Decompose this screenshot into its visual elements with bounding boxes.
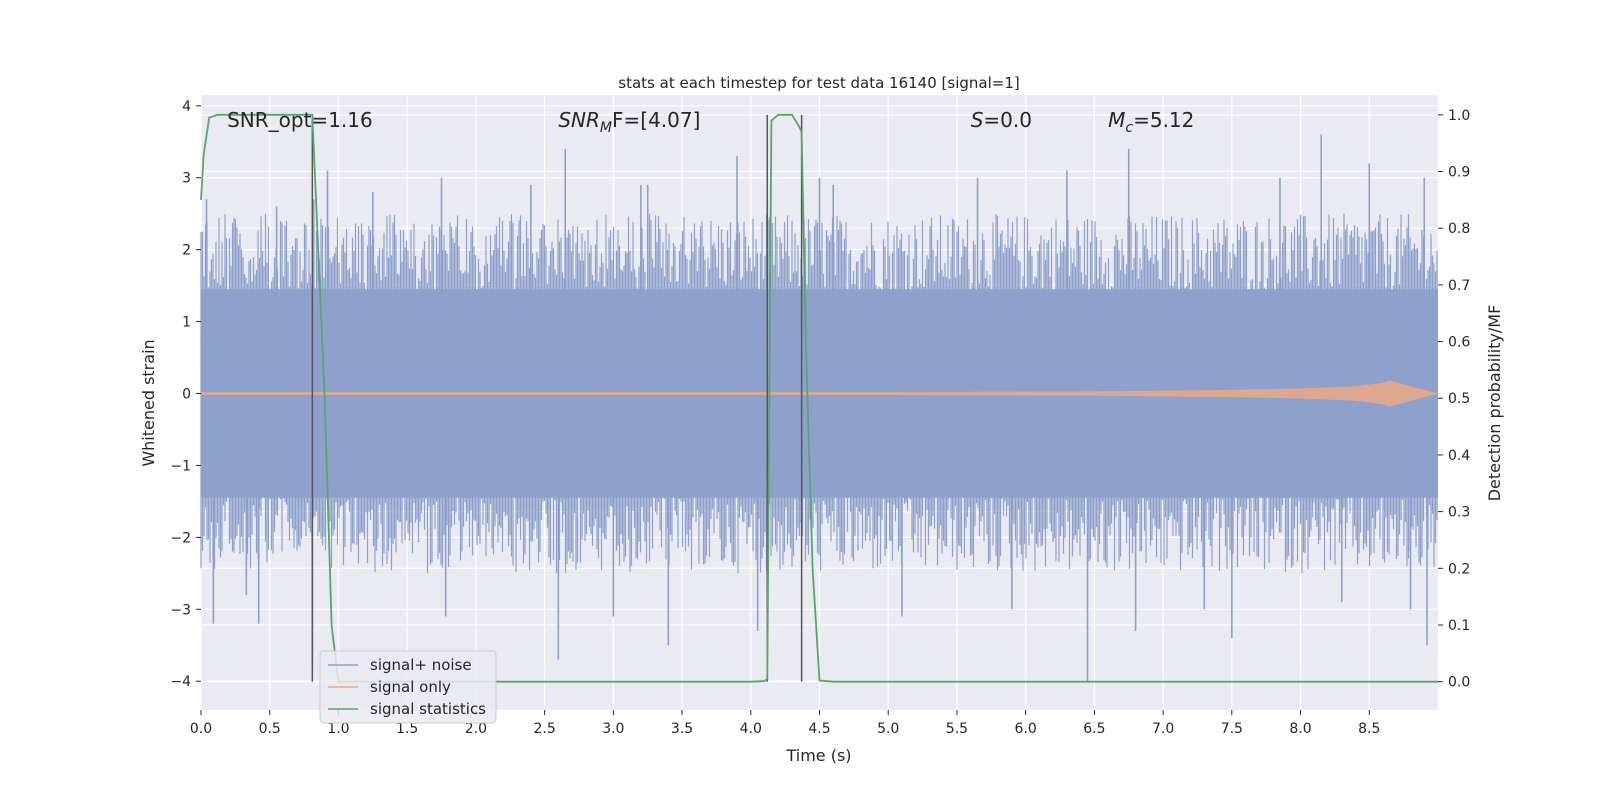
yr-tick-label-3: 0.3	[1448, 505, 1470, 521]
yl-tick-label-6: 2	[182, 243, 191, 259]
yr-tick-label-2: 0.2	[1448, 561, 1470, 577]
legend: signal+ noise signal only signal statist…	[319, 650, 497, 724]
legend-box	[319, 650, 497, 724]
x-tick-label-12: 6.0	[1015, 721, 1037, 737]
yr-tick-label-5: 0.5	[1448, 391, 1470, 407]
annotation-2: S=0.0	[971, 108, 1032, 132]
x-tick-label-2: 1.0	[327, 721, 349, 737]
x-tick-label-11: 5.5	[946, 721, 968, 737]
x-tick-label-13: 6.5	[1083, 721, 1105, 737]
yl-tick-label-8: 4	[182, 99, 191, 115]
y-left-axis-ticks: −4 −3 −2 −1 0 1 2 3 4	[170, 99, 201, 690]
annotation-1: SNRMF=[4.07]	[558, 108, 700, 136]
yr-tick-label-7: 0.7	[1448, 278, 1470, 294]
y-right-axis-label: Detection probability/MF	[1485, 305, 1504, 502]
x-tick-label-7: 3.5	[671, 721, 693, 737]
x-axis-ticks: 0.0 0.5 1.0 1.5 2.0 2.5 3.0 3.5 4.0 4.5 5.0 5.5 6.0 6…	[190, 710, 1380, 737]
x-tick-label-16: 8.0	[1289, 721, 1311, 737]
yl-tick-label-2: −2	[170, 530, 191, 546]
yr-tick-label-0: 0.0	[1448, 675, 1470, 691]
x-tick-label-4: 2.0	[465, 721, 487, 737]
annotation-0: SNR_opt=1.16	[227, 108, 373, 132]
x-tick-label-14: 7.0	[1152, 721, 1174, 737]
statistics-line	[200, 113, 1438, 683]
chart-title: stats at each timestep for test data 161…	[618, 74, 1019, 92]
x-tick-label-6: 3.0	[602, 721, 624, 737]
yr-tick-label-1: 0.1	[1448, 618, 1470, 634]
legend-label-noise: signal+ noise	[370, 656, 472, 674]
yr-tick-label-10: 1.0	[1448, 108, 1470, 124]
yr-tick-label-4: 0.4	[1448, 448, 1470, 464]
yl-tick-label-1: −3	[170, 602, 191, 618]
x-tick-label-8: 4.0	[740, 721, 762, 737]
yr-tick-label-6: 0.6	[1448, 335, 1470, 351]
x-tick-label-17: 8.5	[1358, 721, 1380, 737]
x-tick-label-0: 0.0	[190, 721, 212, 737]
yl-tick-label-5: 1	[182, 315, 191, 331]
yr-tick-label-9: 0.9	[1448, 165, 1470, 181]
series-signal-only	[201, 380, 1438, 407]
x-tick-label-10: 5.0	[877, 721, 899, 737]
series-signal-statistics	[200, 113, 1438, 683]
annotations: SNR_opt=1.16 SNRMF=[4.07] S=0.0 Mc=5.12	[227, 108, 1194, 136]
annotation-3: Mc=5.12	[1108, 108, 1194, 136]
y-left-axis-label: Whitened strain	[139, 339, 158, 466]
x-tick-label-15: 7.5	[1221, 721, 1243, 737]
x-axis-label: Time (s)	[785, 746, 851, 765]
x-tick-label-3: 1.5	[396, 721, 418, 737]
legend-label-signal: signal only	[370, 678, 451, 696]
legend-label-stats: signal statistics	[370, 700, 486, 718]
yl-tick-label-4: 0	[182, 387, 191, 403]
x-tick-label-9: 4.5	[808, 721, 830, 737]
yl-tick-label-7: 3	[182, 171, 191, 187]
y-right-axis-ticks: 0.0 0.1 0.2 0.3 0.4 0.5 0.6 0.7 0.8 0.9 1.0	[1438, 108, 1470, 691]
yl-tick-label-3: −1	[170, 458, 191, 474]
yr-tick-label-8: 0.8	[1448, 221, 1470, 237]
yl-tick-label-0: −4	[170, 674, 191, 690]
x-tick-label-1: 0.5	[259, 721, 281, 737]
x-tick-label-5: 2.5	[533, 721, 555, 737]
